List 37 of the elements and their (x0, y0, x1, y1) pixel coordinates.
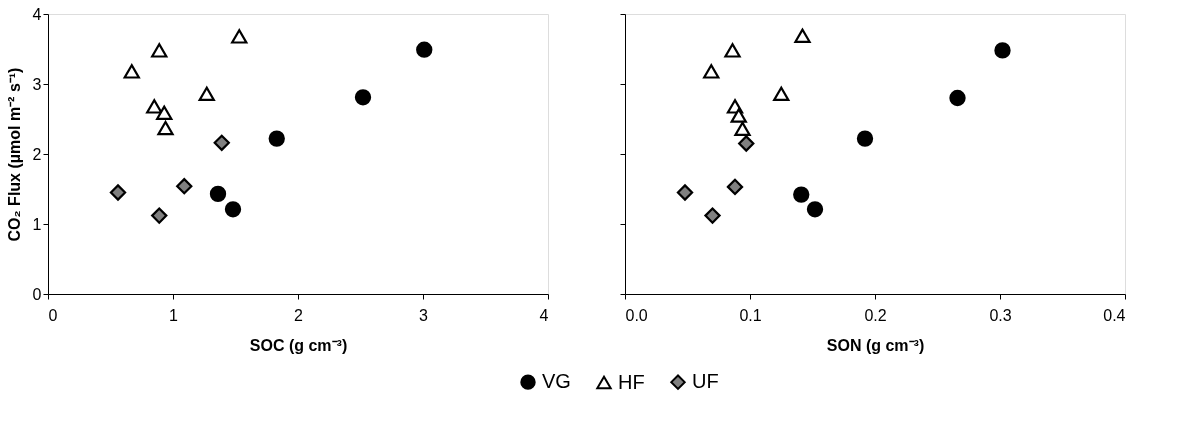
point (268, 130, 285, 147)
x-tick-label: 0 (48, 306, 58, 324)
x-axis-title: SOC (g cm⁻³) (249, 336, 348, 354)
point (156, 105, 173, 120)
point (146, 99, 163, 114)
point (209, 185, 227, 203)
point (416, 41, 433, 58)
point (151, 207, 168, 224)
legend-label: UF (692, 370, 719, 393)
x-tick-label: 0.0 (625, 306, 648, 324)
point (213, 134, 230, 151)
point (224, 201, 242, 218)
x-tick-label: 3 (419, 306, 429, 324)
x-tick-label: 2 (294, 306, 304, 324)
point (231, 29, 248, 44)
y-tick-label: 1 (32, 215, 42, 233)
x-tick-label: 4 (539, 306, 549, 324)
legend-label: HF (618, 370, 645, 393)
x-tick-label: 0.3 (989, 306, 1012, 324)
y-tick-label: 2 (32, 145, 42, 163)
point (151, 43, 168, 58)
y-tick-label: 4 (32, 5, 42, 23)
x-tick-label: 0.2 (864, 306, 887, 324)
x-tick-label: 0.4 (1103, 306, 1126, 324)
point (198, 86, 215, 102)
y-tick-label: 3 (32, 75, 42, 93)
point (123, 64, 140, 79)
legend-label: VG (542, 370, 571, 393)
point (157, 120, 174, 136)
point (176, 178, 193, 195)
x-axis-title: SON (g cm⁻³) (826, 336, 925, 354)
point (109, 184, 127, 201)
x-tick-label: 1 (169, 306, 179, 324)
x-tick-label: 0.1 (739, 306, 762, 324)
point (354, 89, 372, 106)
y-axis-title: CO₂ Flux (µmol m⁻² s⁻¹) (5, 67, 23, 242)
y-tick-label: 0 (32, 285, 42, 303)
